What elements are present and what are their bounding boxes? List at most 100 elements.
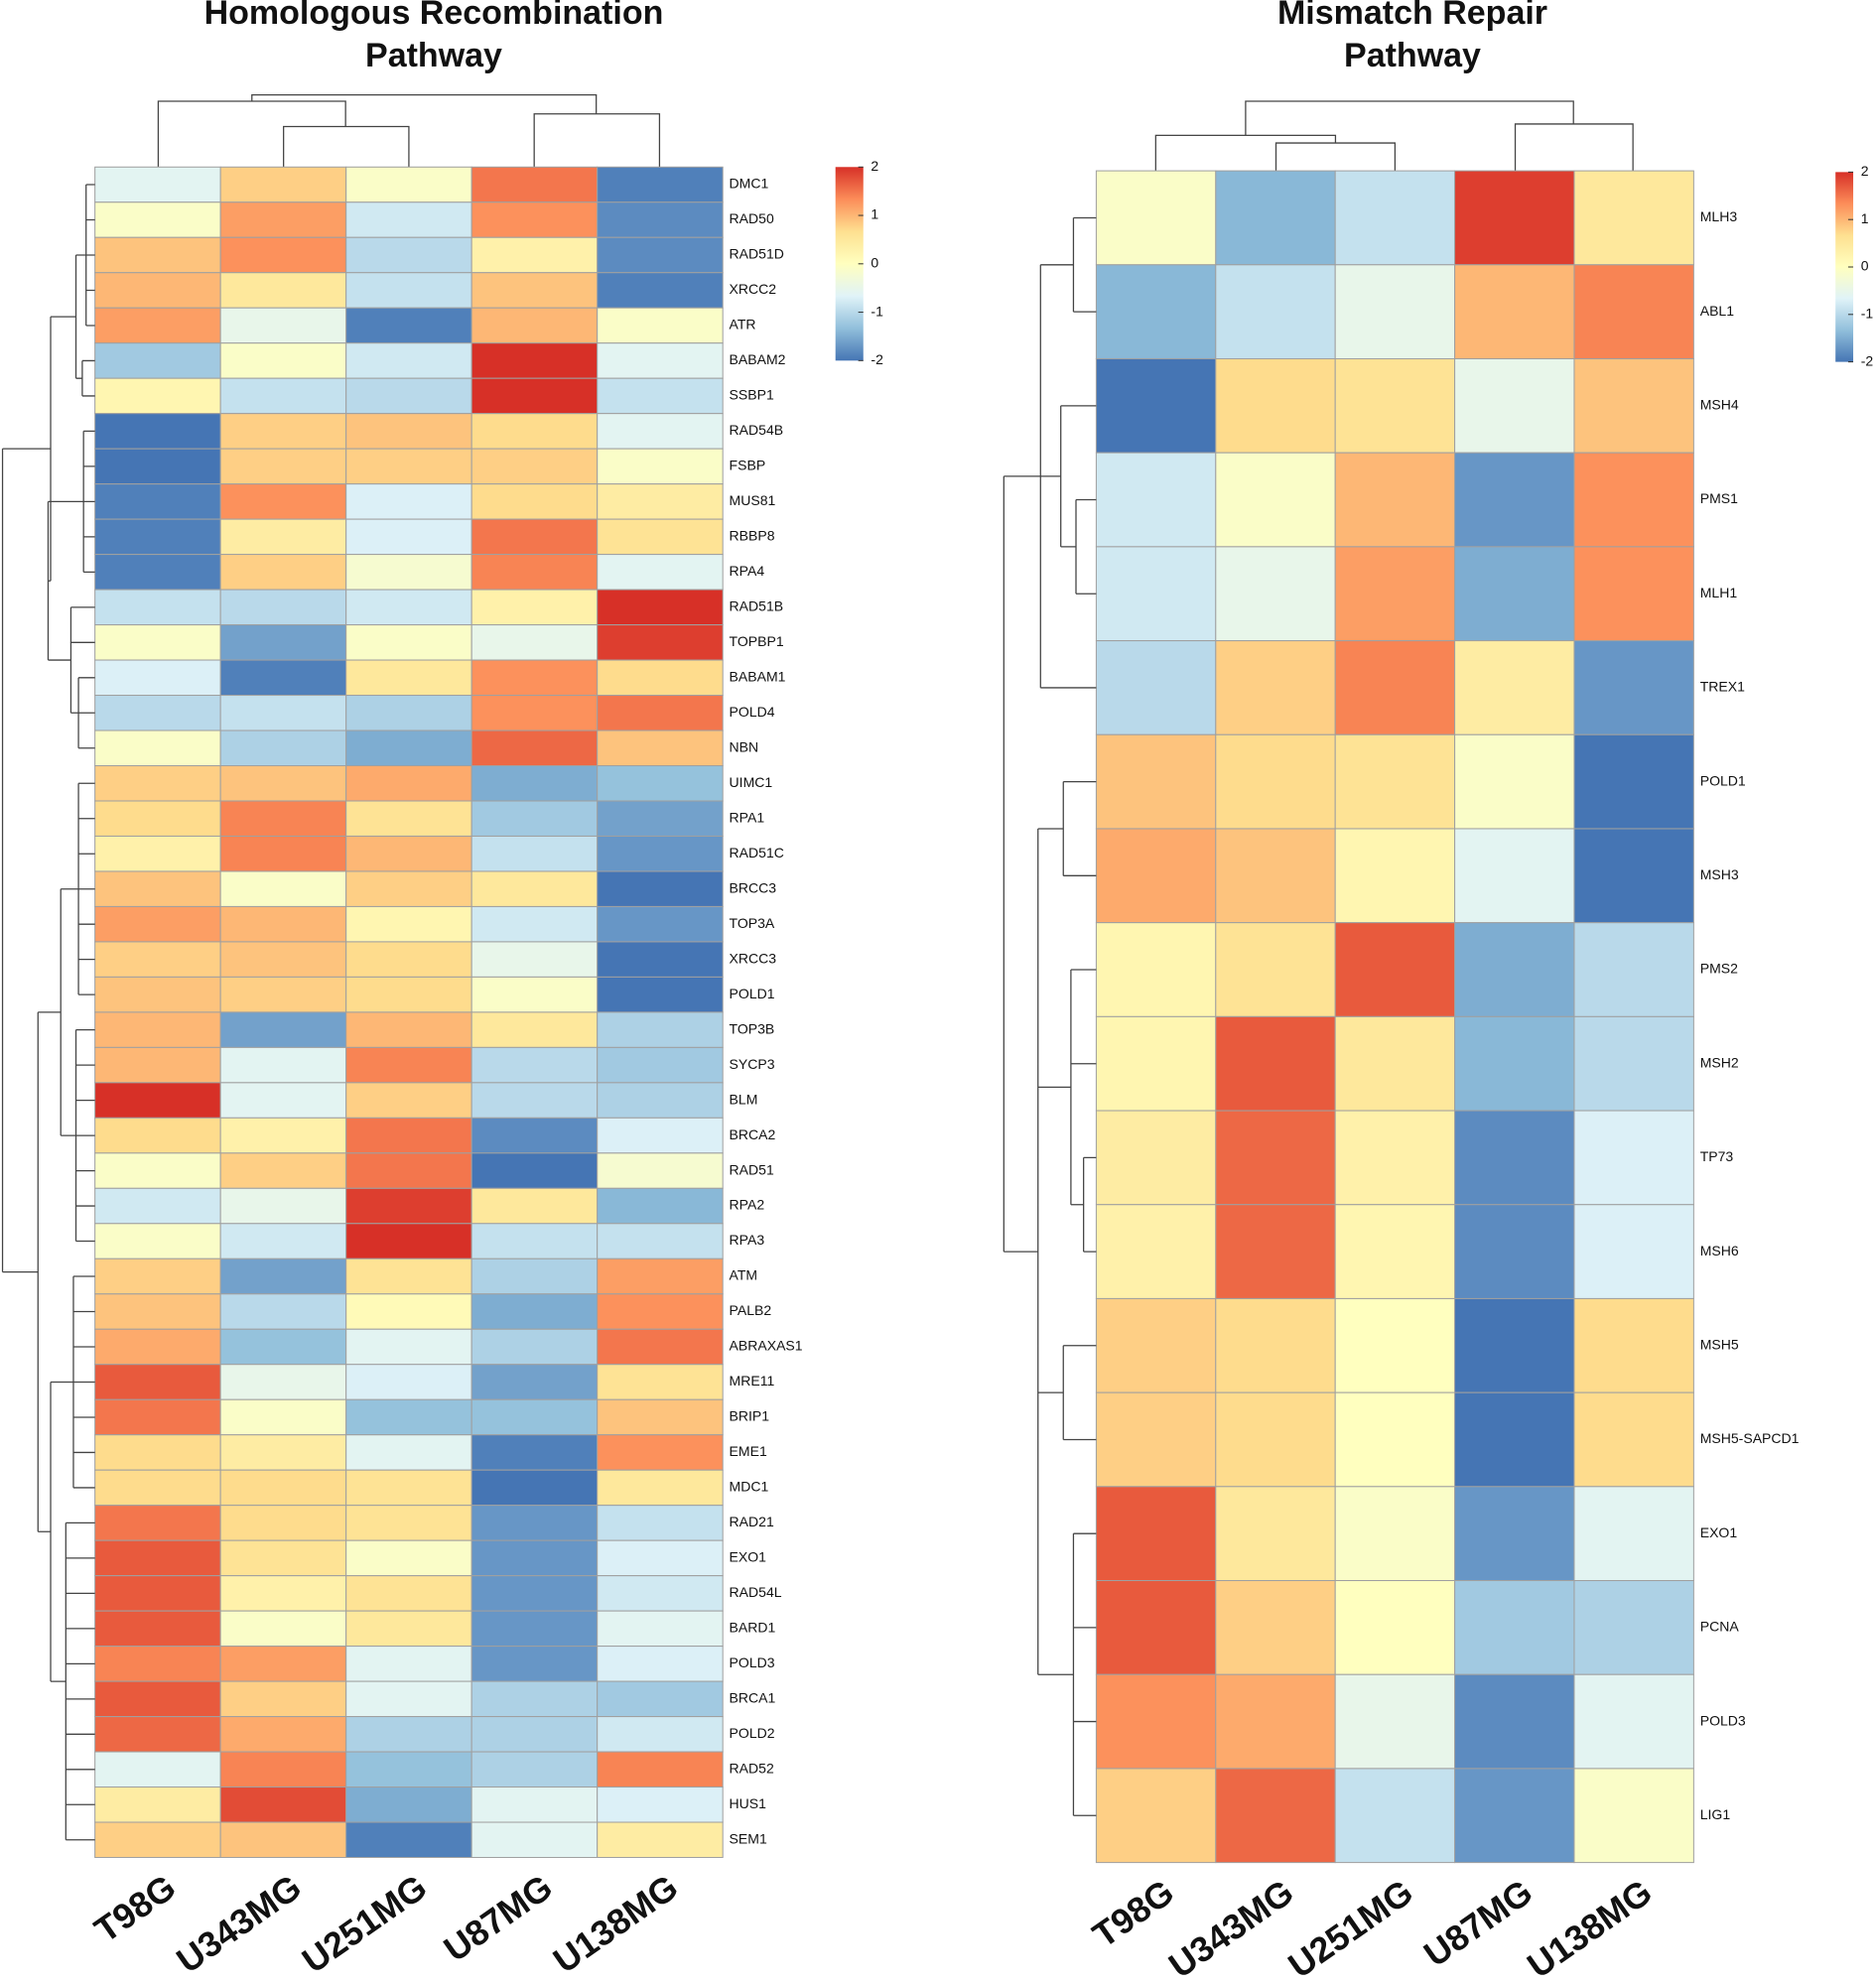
heatmap-cell	[470, 624, 599, 661]
heatmap-cell	[345, 518, 472, 556]
heatmap-cell	[94, 1398, 221, 1436]
heatmap-cell	[345, 1117, 472, 1154]
heatmap-cell	[597, 413, 724, 450]
heatmap-cell	[345, 941, 472, 978]
heatmap-cell	[470, 448, 599, 485]
heatmap-cell	[219, 1152, 347, 1189]
heatmap-cell	[94, 765, 221, 802]
heatmap-cell	[470, 236, 599, 274]
heatmap-cell	[219, 166, 347, 203]
row-label: ATR	[730, 317, 756, 332]
heatmap-cell	[345, 870, 472, 907]
row-label: RAD51C	[730, 845, 784, 860]
row-label: ABRAXAS1	[730, 1338, 803, 1354]
heatmap-cell	[219, 976, 347, 1013]
heatmap-cell	[597, 1716, 724, 1753]
heatmap-cell	[94, 976, 221, 1013]
column-label: U251MG	[295, 1867, 434, 1981]
heatmap-cell	[1215, 1391, 1336, 1488]
row-label: RAD51D	[730, 246, 784, 262]
row-label: MSH5	[1700, 1336, 1739, 1352]
heatmap-cell	[219, 1610, 347, 1648]
heatmap-cell	[1215, 1015, 1336, 1112]
heatmap-cell	[219, 1716, 347, 1753]
legend-tick-label: 1	[1861, 210, 1869, 226]
row-label: MLH3	[1700, 208, 1738, 224]
heatmap-cell	[1215, 1110, 1336, 1206]
heatmap-cell	[345, 554, 472, 591]
heatmap-cell	[1095, 1297, 1217, 1393]
legend-tick-label: -2	[871, 351, 883, 367]
heatmap-cell	[345, 448, 472, 485]
heatmap-cell	[1454, 1391, 1575, 1488]
heatmap-cell	[470, 272, 599, 309]
heatmap-cell	[94, 905, 221, 943]
heatmap-cell	[94, 1187, 221, 1225]
heatmap-cell	[1334, 828, 1456, 924]
row-label: BRCA2	[730, 1126, 776, 1142]
heatmap-cell	[94, 941, 221, 978]
heatmap-cell	[1454, 452, 1575, 548]
heatmap-cell	[94, 1821, 221, 1859]
heatmap-cell	[470, 800, 599, 837]
heatmap-cell	[345, 905, 472, 943]
heatmap-cell	[470, 1786, 599, 1823]
heatmap-cell	[1454, 1486, 1575, 1582]
heatmap-cell	[345, 1821, 472, 1859]
heatmap-cell	[1215, 1580, 1336, 1675]
heatmap-cell	[597, 835, 724, 872]
heatmap-cell	[1573, 1391, 1694, 1488]
heatmap-cell	[219, 1469, 347, 1507]
heatmap-cell	[94, 659, 221, 697]
row-label: POLD3	[1700, 1712, 1746, 1728]
heatmap-cell	[345, 765, 472, 802]
row-label: EME1	[730, 1443, 767, 1459]
heatmap-cell	[345, 1223, 472, 1259]
heatmap-cell	[219, 800, 347, 837]
heatmap-cell	[470, 1328, 599, 1366]
heatmap-cell	[1573, 733, 1694, 830]
heatmap-cell	[345, 1082, 472, 1119]
row-label: RAD51B	[730, 598, 784, 614]
heatmap-cell	[345, 695, 472, 731]
heatmap-cell	[219, 1434, 347, 1471]
heatmap-cell	[597, 1328, 724, 1366]
heatmap-cell	[1573, 828, 1694, 924]
column-label: T98G	[87, 1867, 183, 1950]
heatmap-cell	[597, 1152, 724, 1189]
heatmap-cell	[94, 1716, 221, 1753]
heatmap-cell	[1095, 1015, 1217, 1112]
column-label: U87MG	[1416, 1872, 1540, 1974]
heatmap-cell	[1573, 357, 1694, 454]
heatmap-cell	[470, 870, 599, 907]
heatmap-cell	[345, 1646, 472, 1682]
heatmap-cell	[94, 1257, 221, 1295]
heatmap-cell	[597, 236, 724, 274]
heatmap-cell	[470, 1257, 599, 1295]
heatmap-cell	[1454, 1297, 1575, 1393]
heatmap-cell	[345, 483, 472, 520]
heatmap-cell	[470, 976, 599, 1013]
heatmap-cell	[94, 589, 221, 626]
heatmap-cell	[470, 483, 599, 520]
heatmap-cell	[1095, 452, 1217, 548]
heatmap-cell	[1215, 1297, 1336, 1393]
row-label: BARD1	[730, 1620, 776, 1636]
heatmap-cell	[94, 1293, 221, 1330]
heatmap-cell	[597, 554, 724, 591]
heatmap-cell	[94, 1152, 221, 1189]
heatmap-cell	[345, 1152, 472, 1189]
heatmap-cell	[1095, 546, 1217, 642]
heatmap-cell	[1573, 452, 1694, 548]
heatmap-cell	[470, 1046, 599, 1084]
heatmap-cell	[597, 1610, 724, 1648]
heatmap-cell	[597, 1257, 724, 1295]
heatmap-cell	[470, 729, 599, 767]
heatmap-cell	[470, 1364, 599, 1400]
heatmap-cell	[1215, 922, 1336, 1017]
heatmap-cell	[219, 413, 347, 450]
heatmap-cell	[345, 659, 472, 697]
heatmap-cell	[470, 1082, 599, 1119]
